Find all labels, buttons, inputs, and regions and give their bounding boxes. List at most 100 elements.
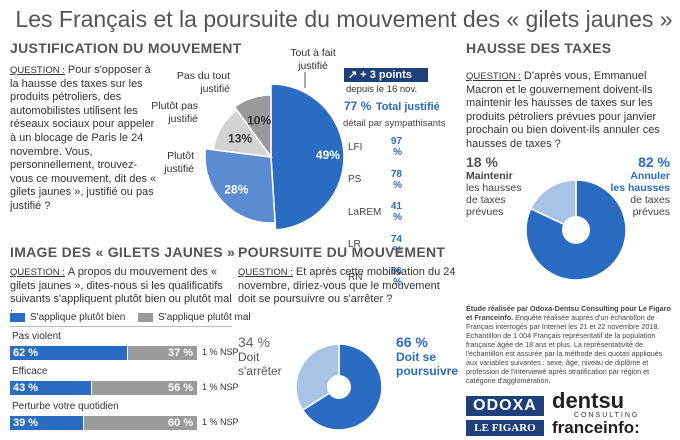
maintenir-l4: prévues [466,206,504,218]
donut-hole [327,375,351,399]
question-text: A propos du mouvement des « gilets jaune… [10,266,232,319]
party-name: LaREM [348,206,382,218]
poursuite-pie [296,344,382,430]
maintenir-l1: Maintenir [466,170,513,182]
party-value: 41 % [390,201,402,224]
dentsu-sub: CONSULTING [574,412,640,419]
label-plutot: Plutôt justifié [164,150,194,175]
bar-bien: 62 % [10,346,127,360]
arreter-label: 34 % Doit s'arrêter [238,334,298,378]
maintenir-value: 18 % [466,154,498,170]
odoxa-logo: ODOXA [466,396,544,416]
bar-bien: 43 % [10,381,91,395]
annuler-l3: de taxes [630,194,670,206]
question-label: QUESTION : [238,267,293,278]
slice-plutot-pas-label: 13% [228,132,252,146]
methodology-lead: Étude réalisée par Odoxa-Dentsu Consulti… [466,304,671,322]
arreter-l2: s'arrêter [238,364,282,378]
maintenir-l2: les hausses [466,182,522,194]
question-text: Et après cette mobilisation du 24 novemb… [238,266,456,306]
poursuivre-l2: poursuivre [396,364,459,378]
party-name: LR [348,239,361,251]
bar-nsp: 1 % NSP [202,347,239,357]
poursuivre-value: 66 % [396,334,428,350]
annuler-l2: les hausses [610,182,670,194]
total-justifie: 77 % Total justifié [344,97,440,115]
bar-mal: 37 % [127,346,198,360]
sympathisant-row: LaREM 41 % [348,201,402,234]
bar-row: 39 % 60 % 1 % NSP [10,416,244,430]
page-title: Les Français et la poursuite du mouvemen… [15,6,673,32]
party-name: RN [348,271,363,283]
party-name: PS [348,174,362,186]
justification-pie: 49% 28% 13% 10% [204,83,345,231]
donut-hole [562,216,590,244]
trend-box: ↗ + 3 points [344,68,428,82]
total-label: Total justifié [375,101,440,113]
bar-row: 62 % 37 % 1 % NSP [10,346,244,360]
divider [10,326,232,327]
bar-mal: 60 % [84,416,198,430]
bar-bien: 39 % [10,416,84,430]
taxes-left-label: 18 % Maintenir les hausses de taxes prév… [466,154,536,218]
bar-mal: 56 % [91,381,198,395]
legend-mal: S'applique plutôt mal [158,312,251,323]
party-value: 97 % [390,136,402,158]
justification-heading: JUSTIFICATION DU MOUVEMENT [10,40,242,56]
legend-swatch-mal [138,312,154,322]
detail-title: détail par sympathisants [343,118,446,129]
slice-pas-du-tout-label: 10% [247,113,271,127]
annuler-l1: Annuler [630,170,670,182]
bar-legend: S'applique plutôt bien S'applique plutôt… [10,312,251,323]
arreter-l1: Doit [238,350,260,364]
poursuivre-l1: Doit se [396,350,437,364]
slice-maintenir [529,180,577,232]
sympathisant-row: LR 74 % [348,234,402,267]
party-name: LFI [348,141,363,153]
poursuite-question: QUESTION : Et après cette mobilisation du… [238,266,460,307]
slice-tout-a-fait [270,83,345,231]
taxes-right-label: 82 % Annuler les hausses de taxes prévue… [600,154,670,218]
franceinfo-logo: franceinfo: [552,418,640,437]
bar-nsp: 1 % NSP [202,417,239,427]
sympathisant-row: RN 86 % [348,266,402,299]
bar-category: Pas violent [12,331,61,342]
annuler-value: 82 % [638,154,670,170]
maintenir-l3: de taxes [466,194,506,206]
slice-plutot-label: 28% [224,183,248,197]
taxes-question: QUESTION : D'après vous, Emmanuel Macron … [466,70,676,152]
taxes-heading: HAUSSE DES TAXES [466,40,612,56]
bar-category: Efficace [12,366,48,377]
taxes-pie [526,180,626,280]
justification-question: QUESTION : Pour s'opposer à la hausse des… [10,64,158,214]
leader-line [304,72,306,88]
trend-since: depuis le 16 nov. [346,84,418,95]
question-text: Pour s'opposer à la hausse des taxes sur… [10,64,157,212]
sympathisants-table: LFI 97 % PS 78 % LaREM 41 % LR 74 % RN 86 % [348,136,402,299]
question-label: QUESTION : [466,71,521,82]
legend-bien: S'applique plutôt bien [30,312,126,323]
dentsu-logo: dentsu [552,388,625,413]
sympathisant-row: PS 78 % [348,169,402,202]
methodology-body: Enquête réalisée auprès d'un échantillon… [466,313,663,385]
question-label: QUESTION : [10,267,65,278]
image-question: QUESTION :A propos du mouvement des « gi… [10,266,232,320]
poursuivre-label: 66 % Doit se poursuivre [396,334,466,378]
slice-arreter [296,344,340,412]
trend-value: + 3 points [360,69,412,81]
bar-row: 43 % 56 % 1 % NSP [10,381,244,395]
annuler-l4: prévues [632,206,670,218]
image-heading: IMAGE DES « GILETS JAUNES » [10,244,236,260]
methodology: Étude réalisée par Odoxa-Dentsu Consulti… [466,304,674,385]
bar-nsp: 1 % NSP [202,382,239,392]
slice-plutot [204,147,276,224]
arreter-value: 34 % [238,334,270,350]
legend-swatch-bien [10,312,25,322]
bar-category: Perturbe votre quotidien [12,401,119,412]
party-value: 78 % [390,168,402,191]
label-pas-du-tout: Pas du tout justifié [176,70,230,95]
question-text: D'après vous, Emmanuel Macron et le gouv… [466,70,660,150]
label-tout-a-fait: Tout à fait justifié [290,47,336,72]
total-value: 77 % [344,99,372,113]
label-plutot-pas: Plutôt pas justifié [151,100,198,125]
